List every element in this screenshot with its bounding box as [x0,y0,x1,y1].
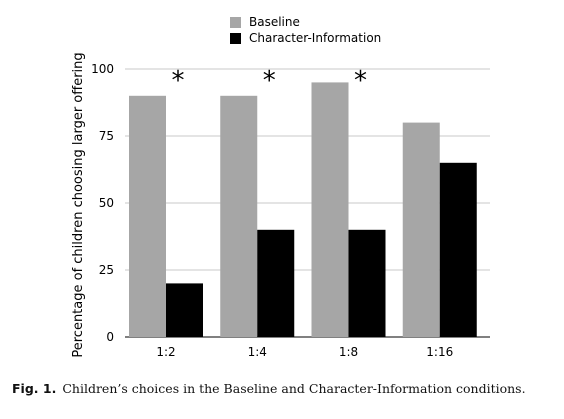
y-tick-label: 0 [106,330,114,344]
legend-swatch [230,17,241,28]
y-tick-label: 75 [99,129,114,143]
bar-baseline [311,82,349,338]
figure-caption: Fig. 1. Children’s choices in the Baselin… [12,381,557,396]
bar-character-information [348,229,386,337]
legend-label: Character-Information [249,31,381,45]
y-tick-labels: 0 25 50 75 100 [91,62,114,344]
x-tick-labels: 1:2 1:4 1:8 1:16 [156,345,453,359]
legend: Baseline Character-Information [230,15,381,45]
x-tick-label: 1:16 [426,345,453,359]
y-tick-label: 100 [91,62,114,76]
significance-star: * [263,66,276,96]
caption-label: Fig. 1. [12,381,57,396]
bars [129,82,477,338]
bar-character-information [257,229,295,337]
bar-baseline [220,95,258,337]
bar-character-information [166,283,203,337]
bar-baseline [402,122,440,337]
caption-text: Children’s choices in the Baseline and C… [62,381,526,396]
significance-star: * [172,66,185,96]
bar-baseline [129,95,166,337]
y-tick-label: 25 [99,263,114,277]
y-tick-label: 50 [99,196,114,210]
x-tick-label: 1:8 [339,345,358,359]
y-axis-label: Percentage of children choosing larger o… [71,52,86,357]
x-tick-label: 1:4 [248,345,267,359]
bar-character-information [439,162,477,337]
significance-markers: * * * [172,66,368,96]
x-tick-label: 1:2 [156,345,175,359]
significance-star: * [354,66,367,96]
legend-swatch [230,33,241,44]
legend-label: Baseline [249,15,300,29]
bar-chart: 0 25 50 75 100 1:2 1:4 1:8 1:16 * * * Baseline Cha… [71,15,490,359]
